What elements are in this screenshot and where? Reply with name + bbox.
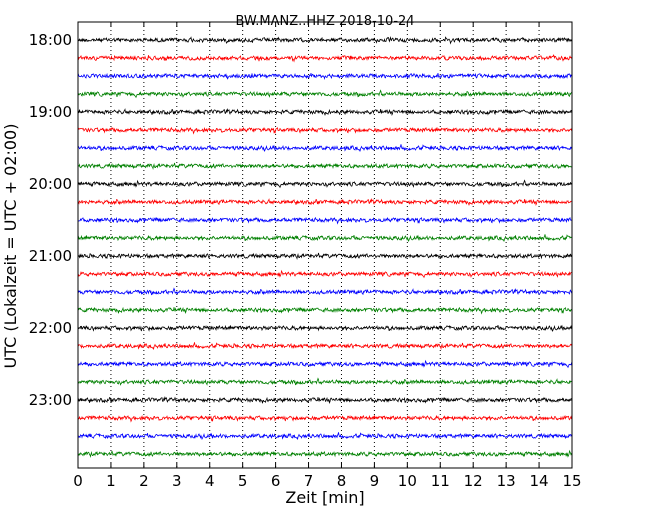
trace-group <box>77 35 573 458</box>
trace-2145 <box>77 306 573 315</box>
trace-2315 <box>77 414 573 423</box>
trace-2115 <box>77 269 573 279</box>
trace-2045 <box>77 234 573 243</box>
x-tick-label: 2 <box>139 472 149 490</box>
trace-1800 <box>77 35 573 45</box>
y-tick-label: 21:00 <box>29 247 72 265</box>
trace-2215 <box>77 342 573 350</box>
trace-2200 <box>77 324 573 333</box>
y-tick-label: 22:00 <box>29 319 72 337</box>
x-tick-label: 6 <box>271 472 281 490</box>
trace-1930 <box>77 144 573 153</box>
trace-1900 <box>77 108 573 116</box>
y-tick-label: 19:00 <box>29 103 72 121</box>
trace-2015 <box>77 198 573 206</box>
x-tick-label: 14 <box>530 472 549 490</box>
y-tick-label: 18:00 <box>29 31 72 49</box>
trace-2230 <box>77 359 573 369</box>
trace-2330 <box>77 432 573 441</box>
x-tick-label: 3 <box>172 472 182 490</box>
x-tick-label: 9 <box>370 472 380 490</box>
trace-2300 <box>77 396 573 404</box>
y-tick-label: 20:00 <box>29 175 72 193</box>
y-axis-label: UTC (Lokalzeit = UTC + 02:00) <box>1 124 20 369</box>
x-tick-label: 11 <box>431 472 450 490</box>
x-tick-label: 5 <box>238 472 248 490</box>
x-tick-label: 10 <box>398 472 417 490</box>
trace-1830 <box>77 72 573 80</box>
trace-1915 <box>77 126 573 135</box>
trace-2245 <box>77 377 573 386</box>
x-tick-label: 1 <box>106 472 116 490</box>
x-axis-ticks: 0 1 2 3 4 5 6 7 8 9 10 11 12 13 14 15 <box>73 22 582 490</box>
trace-1845 <box>77 89 573 99</box>
trace-2130 <box>77 287 573 296</box>
trace-2100 <box>77 252 573 260</box>
x-axis-label: Zeit [min] <box>285 488 364 507</box>
x-tick-label: 0 <box>73 472 83 490</box>
grid-lines <box>110 22 540 468</box>
trace-1815 <box>77 54 573 63</box>
x-tick-label: 7 <box>304 472 314 490</box>
trace-1945 <box>77 162 573 170</box>
y-tick-label: 23:00 <box>29 391 72 409</box>
x-tick-label: 4 <box>205 472 215 490</box>
plot-frame <box>77 21 573 469</box>
x-tick-label: 12 <box>464 472 483 490</box>
x-tick-label: 15 <box>562 472 581 490</box>
trace-2000 <box>77 179 573 189</box>
x-tick-label: 13 <box>497 472 516 490</box>
y-axis-ticks: 18:00 19:00 20:00 21:00 22:00 23:00 <box>29 31 572 409</box>
trace-2345 <box>77 449 573 458</box>
x-tick-label: 8 <box>337 472 347 490</box>
trace-2030 <box>77 216 573 225</box>
